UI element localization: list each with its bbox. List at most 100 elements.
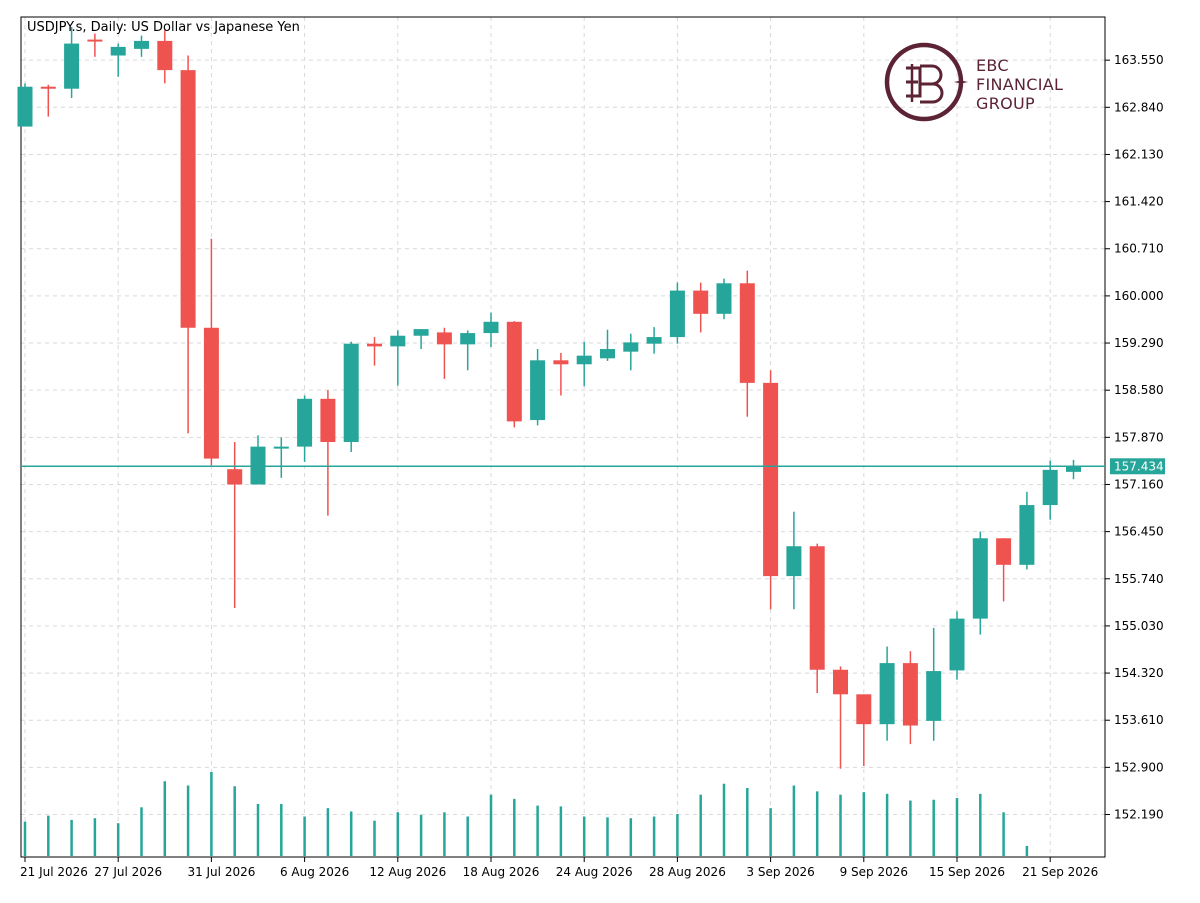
candle-body bbox=[833, 669, 848, 695]
y-tick-label: 152.190 bbox=[1114, 808, 1164, 822]
x-tick-label: 21 Jul 2026 bbox=[20, 865, 88, 879]
candle bbox=[833, 666, 848, 769]
y-tick-label: 157.160 bbox=[1114, 477, 1164, 491]
candle bbox=[320, 390, 336, 516]
candle-body bbox=[506, 321, 522, 422]
candle-body bbox=[483, 321, 499, 334]
candle-body bbox=[227, 469, 243, 485]
candle-body bbox=[669, 290, 685, 338]
candle bbox=[134, 35, 149, 57]
candle bbox=[413, 329, 429, 350]
candle bbox=[739, 270, 755, 417]
candle-body bbox=[297, 398, 313, 447]
y-tick-label: 154.320 bbox=[1114, 666, 1164, 680]
candle bbox=[996, 538, 1012, 602]
plot-area bbox=[21, 17, 1105, 857]
candle-body bbox=[739, 283, 755, 383]
ebc-logo: EBC FINANCIAL GROUP bbox=[884, 42, 1094, 126]
x-tick-label: 15 Sep 2026 bbox=[929, 865, 1005, 879]
candle bbox=[64, 26, 80, 99]
candle bbox=[856, 694, 872, 767]
candle bbox=[436, 327, 452, 379]
candle bbox=[460, 330, 476, 371]
y-tick-label: 156.450 bbox=[1114, 525, 1164, 539]
candle-body bbox=[134, 40, 149, 49]
candle-body bbox=[343, 343, 359, 442]
candle bbox=[553, 353, 569, 396]
candle-body bbox=[856, 694, 872, 725]
candle-body bbox=[553, 360, 569, 365]
candle-body bbox=[1066, 466, 1081, 472]
candle bbox=[390, 330, 406, 386]
candle-body bbox=[203, 327, 219, 459]
candle bbox=[972, 531, 988, 635]
candle bbox=[227, 441, 243, 608]
candle-body bbox=[576, 355, 592, 365]
candle-body bbox=[87, 39, 103, 42]
candle bbox=[157, 30, 173, 84]
x-tick-label: 6 Aug 2026 bbox=[280, 865, 349, 879]
candle-body bbox=[693, 290, 709, 314]
candle-body bbox=[320, 398, 336, 442]
candle-body bbox=[926, 671, 942, 721]
chart-title: USDJPY.s, Daily: US Dollar vs Japanese Y… bbox=[27, 20, 300, 35]
candle-body bbox=[600, 349, 615, 359]
candle bbox=[600, 329, 615, 361]
candle-body bbox=[367, 343, 382, 347]
candle-body bbox=[110, 46, 126, 56]
candle bbox=[786, 511, 802, 610]
y-tick-label: 162.130 bbox=[1114, 147, 1164, 161]
candle-body bbox=[390, 335, 406, 347]
candle bbox=[40, 84, 56, 117]
y-tick-label: 162.840 bbox=[1114, 100, 1164, 114]
candle bbox=[110, 43, 126, 77]
x-tick-label: 28 Aug 2026 bbox=[649, 865, 726, 879]
y-tick-label: 153.610 bbox=[1114, 713, 1164, 727]
candle bbox=[1042, 460, 1058, 520]
candle bbox=[17, 83, 33, 127]
candle bbox=[809, 543, 825, 693]
candle-body bbox=[623, 342, 639, 352]
candle bbox=[203, 238, 219, 466]
candle-body bbox=[996, 538, 1012, 565]
y-tick-label: 163.550 bbox=[1114, 53, 1164, 67]
candle-body bbox=[646, 337, 662, 344]
candle bbox=[716, 278, 732, 320]
x-tick-label: 21 Sep 2026 bbox=[1022, 865, 1098, 879]
x-tick-label: 24 Aug 2026 bbox=[556, 865, 633, 879]
candle-body bbox=[879, 663, 895, 725]
candle-body bbox=[460, 333, 476, 345]
candle bbox=[343, 341, 359, 452]
candle bbox=[576, 341, 592, 387]
candle bbox=[926, 627, 942, 741]
candle-body bbox=[786, 546, 802, 577]
candle-body bbox=[157, 40, 173, 71]
y-tick-label: 155.030 bbox=[1114, 619, 1164, 633]
candle bbox=[1019, 491, 1035, 570]
y-tick-label: 160.710 bbox=[1114, 242, 1164, 256]
logo-line-2: FINANCIAL bbox=[976, 75, 1064, 94]
y-tick-label: 159.290 bbox=[1114, 336, 1164, 350]
candle-body bbox=[17, 86, 33, 127]
candle bbox=[297, 395, 313, 462]
x-axis: 21 Jul 2026 27 Jul 2026 31 Jul 2026 6 Aug 2… bbox=[20, 857, 1098, 879]
current-price-label: 157.434 bbox=[1114, 459, 1164, 473]
x-tick-label: 27 Jul 2026 bbox=[94, 865, 162, 879]
current-price-badge bbox=[1110, 458, 1165, 475]
volume-bars bbox=[23, 772, 1029, 856]
candles bbox=[17, 26, 1081, 769]
candle-body bbox=[180, 70, 196, 328]
candle-body bbox=[763, 382, 779, 577]
candle bbox=[180, 55, 196, 434]
candle-body bbox=[716, 283, 732, 314]
candle-body bbox=[949, 618, 965, 671]
candle bbox=[902, 651, 918, 745]
candle-body bbox=[413, 329, 429, 336]
x-tick-label: 18 Aug 2026 bbox=[463, 865, 540, 879]
y-tick-label: 161.420 bbox=[1114, 195, 1164, 209]
sparkle-icon bbox=[954, 75, 968, 89]
candle bbox=[1066, 459, 1081, 480]
candle bbox=[693, 282, 709, 333]
candle-body bbox=[1042, 469, 1058, 506]
